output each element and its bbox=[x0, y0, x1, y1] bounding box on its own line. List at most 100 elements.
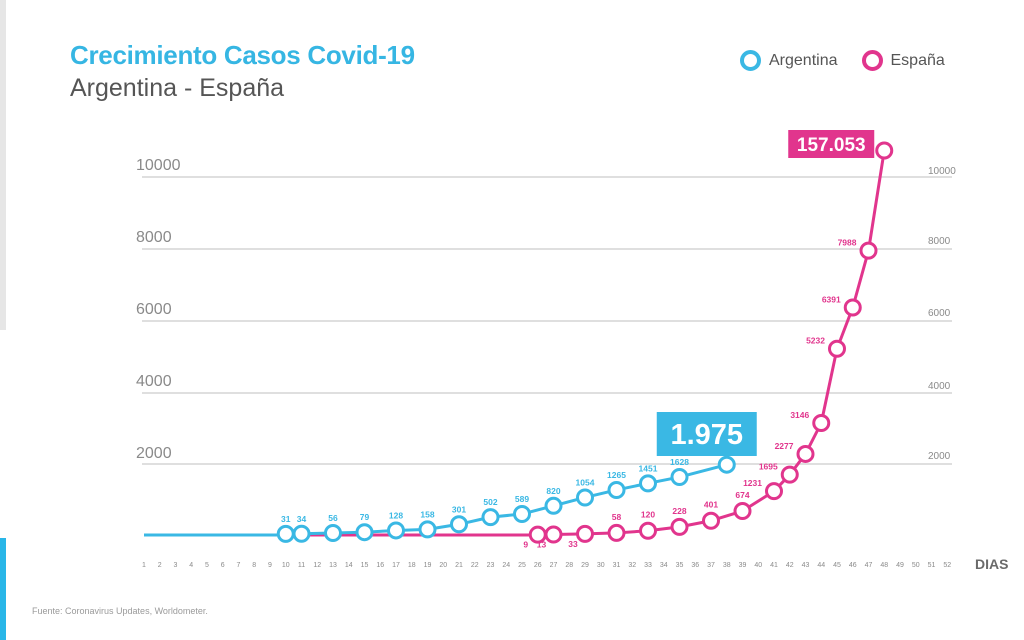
argentina-data-label: 589 bbox=[515, 494, 529, 504]
espana-data-label: 674 bbox=[735, 490, 749, 500]
x-tick-label: 26 bbox=[534, 562, 542, 569]
legend-marker-argentina bbox=[740, 50, 761, 71]
x-tick-label: 38 bbox=[723, 562, 731, 569]
x-tick-label: 2 bbox=[158, 562, 162, 569]
x-tick-label: 16 bbox=[376, 562, 384, 569]
x-tick-label: 44 bbox=[817, 562, 825, 569]
legend-marker-espana bbox=[861, 50, 883, 71]
espana-point bbox=[702, 511, 720, 530]
x-tick-label: 34 bbox=[660, 562, 668, 569]
argentina-data-label: 31 bbox=[281, 514, 291, 524]
espana-point bbox=[607, 523, 626, 542]
y-tick-label-right: 2000 bbox=[928, 451, 951, 462]
x-tick-label: 52 bbox=[943, 562, 951, 569]
x-tick-label: 30 bbox=[597, 562, 605, 569]
x-tick-label: 24 bbox=[502, 562, 510, 569]
espana-data-label: 5232 bbox=[806, 336, 825, 346]
x-tick-label: 39 bbox=[739, 562, 747, 569]
x-tick-label: 33 bbox=[644, 562, 652, 569]
argentina-data-label: 502 bbox=[483, 497, 497, 507]
legend-item-argentina: Argentina bbox=[740, 50, 838, 71]
argentina-data-label: 1628 bbox=[670, 457, 689, 467]
espana-data-label: 2277 bbox=[775, 441, 794, 451]
x-tick-label: 35 bbox=[676, 562, 684, 569]
x-tick-label: 28 bbox=[565, 562, 573, 569]
x-tick-label: 48 bbox=[880, 562, 888, 569]
espana-point bbox=[796, 444, 815, 463]
x-tick-label: 17 bbox=[392, 562, 400, 569]
x-tick-label: 51 bbox=[928, 562, 936, 569]
x-tick-label: 8 bbox=[252, 562, 256, 569]
x-tick-label: 5 bbox=[205, 562, 209, 569]
espana-point bbox=[733, 502, 752, 521]
x-tick-label: 46 bbox=[849, 562, 857, 569]
argentina-point bbox=[418, 520, 437, 539]
x-tick-label: 50 bbox=[912, 562, 920, 569]
espana-data-label: 401 bbox=[704, 500, 718, 510]
x-tick-label: 13 bbox=[329, 562, 337, 569]
x-tick-label: 6 bbox=[221, 562, 225, 569]
y-tick-label-right: 6000 bbox=[928, 308, 951, 319]
x-tick-label: 1 bbox=[142, 562, 146, 569]
left-edge-accent bbox=[0, 538, 6, 640]
argentina-point bbox=[544, 496, 563, 515]
x-tick-label: 18 bbox=[408, 562, 416, 569]
espana-data-label: 6391 bbox=[822, 294, 841, 304]
argentina-point bbox=[292, 524, 311, 543]
argentina-data-label: 1451 bbox=[639, 463, 658, 473]
x-tick-label: 11 bbox=[298, 562, 305, 569]
x-tick-label: 36 bbox=[691, 562, 699, 569]
argentina-point bbox=[355, 523, 374, 542]
argentina-line bbox=[285, 463, 728, 536]
espana-point bbox=[859, 241, 878, 260]
espana-data-label: 1231 bbox=[743, 478, 762, 488]
argentina-point bbox=[639, 474, 657, 493]
x-tick-label: 20 bbox=[439, 562, 447, 569]
espana-point bbox=[780, 465, 799, 484]
y-tick-label-left: 10000 bbox=[136, 157, 181, 174]
x-tick-label: 45 bbox=[833, 562, 841, 569]
x-tick-label: 21 bbox=[455, 562, 463, 569]
espana-point bbox=[875, 141, 894, 160]
legend-label-argentina: Argentina bbox=[769, 51, 838, 69]
x-tick-label: 14 bbox=[345, 562, 353, 569]
espana-callout-box bbox=[788, 130, 875, 158]
argentina-data-label: 56 bbox=[328, 513, 338, 523]
legend-label-espana: España bbox=[890, 51, 945, 69]
espana-point bbox=[576, 524, 594, 543]
x-tick-label: 12 bbox=[313, 562, 321, 569]
chart-subtitle: Argentina - España bbox=[70, 74, 285, 102]
x-tick-label: 15 bbox=[361, 562, 369, 569]
x-tick-label: 42 bbox=[786, 562, 794, 569]
x-tick-label: 22 bbox=[471, 562, 479, 569]
espana-point bbox=[828, 339, 846, 358]
argentina-point bbox=[450, 515, 468, 534]
y-tick-label-left: 6000 bbox=[136, 301, 172, 318]
x-tick-label: 27 bbox=[550, 562, 558, 569]
x-tick-label: 31 bbox=[613, 562, 621, 569]
x-tick-label: 49 bbox=[896, 562, 904, 569]
argentina-data-label: 301 bbox=[452, 504, 466, 514]
argentina-point bbox=[481, 508, 500, 527]
x-tick-label: 3 bbox=[174, 562, 178, 569]
espana-point bbox=[544, 525, 563, 544]
x-axis-label: DIAS bbox=[975, 556, 1008, 572]
argentina-point bbox=[576, 488, 594, 507]
argentina-point bbox=[513, 505, 531, 524]
y-tick-label-left: 4000 bbox=[136, 373, 172, 390]
argentina-callout-label: 1.975 bbox=[670, 419, 743, 451]
argentina-data-label: 1054 bbox=[576, 477, 595, 487]
x-tick-label: 25 bbox=[518, 562, 526, 569]
x-tick-label: 40 bbox=[754, 562, 762, 569]
x-tick-label: 41 bbox=[770, 562, 778, 569]
x-tick-label: 23 bbox=[487, 562, 495, 569]
argentina-data-label: 34 bbox=[297, 514, 307, 524]
espana-point bbox=[670, 517, 689, 536]
argentina-point bbox=[324, 524, 342, 543]
espana-callout-label: 157.053 bbox=[797, 135, 866, 156]
argentina-point bbox=[607, 480, 626, 499]
argentina-data-label: 128 bbox=[389, 510, 403, 520]
espana-data-label: 9 bbox=[523, 540, 528, 550]
x-tick-label: 4 bbox=[189, 562, 193, 569]
